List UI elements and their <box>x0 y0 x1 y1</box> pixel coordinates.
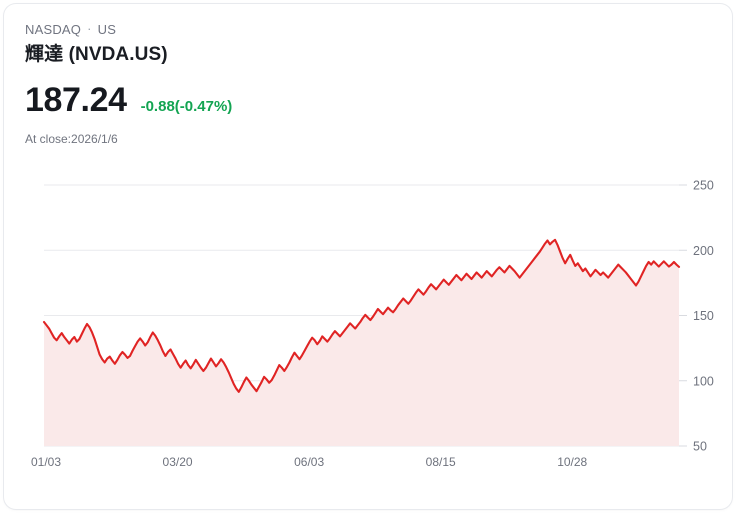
region-label: US <box>97 22 117 37</box>
y-axis-tick-label: 200 <box>693 244 714 258</box>
chart-area-fill <box>44 239 679 446</box>
price-change: -0.88(-0.47%) <box>140 98 233 115</box>
separator-dot: · <box>87 21 92 36</box>
market-status-note: At close:2026/1/6 <box>25 132 118 146</box>
x-axis-tick-label: 08/15 <box>426 455 456 469</box>
x-axis-tick-label: 03/20 <box>163 455 193 469</box>
page-title: 輝達 (NVDA.US) <box>25 44 168 65</box>
chart-y-axis: 250 200 150 100 50 <box>679 179 714 454</box>
x-axis-tick-label: 01/03 <box>31 455 61 469</box>
y-axis-tick-label: 250 <box>693 179 714 193</box>
chart-x-axis: 01/03 03/20 06/03 08/15 10/28 <box>31 455 588 469</box>
quote-header: NASDAQ · US 輝達 (NVDA.US) 187.24 -0.88(-0… <box>4 4 732 147</box>
chart-line <box>42 238 681 393</box>
exchange-row: NASDAQ · US <box>25 21 732 38</box>
current-price: 187.24 <box>25 81 127 119</box>
y-axis-tick-label: 150 <box>693 309 714 323</box>
x-axis-tick-label: 06/03 <box>294 455 324 469</box>
y-axis-tick-label: 100 <box>693 374 714 388</box>
x-axis-tick-label: 10/28 <box>557 455 587 469</box>
stock-quote-card: NASDAQ · US 輝達 (NVDA.US) 187.24 -0.88(-0… <box>4 4 732 509</box>
price-chart-svg[interactable]: 250 200 150 100 50 01/03 03/20 06/03 08/15 10/28 <box>4 167 732 487</box>
exchange-name: NASDAQ <box>25 22 82 37</box>
price-row: 187.24 -0.88(-0.47%) <box>25 81 732 119</box>
y-axis-tick-label: 50 <box>693 440 707 454</box>
price-chart[interactable]: 250 200 150 100 50 01/03 03/20 06/03 08/15 10/28 <box>4 167 732 487</box>
